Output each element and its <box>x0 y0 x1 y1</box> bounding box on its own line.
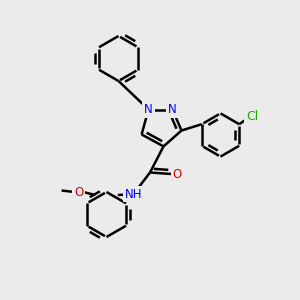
Text: Cl: Cl <box>246 110 258 123</box>
Text: NH: NH <box>125 188 142 201</box>
Text: N: N <box>168 103 177 116</box>
Text: O: O <box>172 167 182 181</box>
Text: N: N <box>144 103 153 116</box>
Text: O: O <box>74 185 83 199</box>
